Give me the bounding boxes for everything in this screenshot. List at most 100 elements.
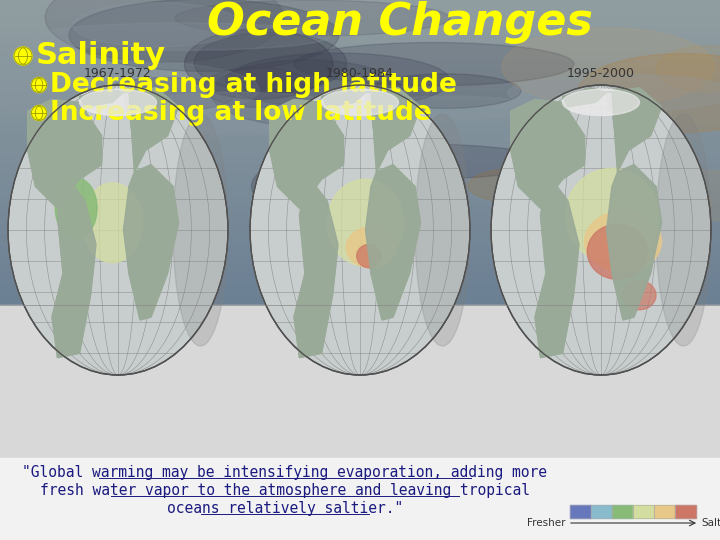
Ellipse shape: [0, 60, 259, 119]
Ellipse shape: [251, 149, 466, 224]
Ellipse shape: [588, 224, 648, 279]
Ellipse shape: [415, 114, 470, 346]
Text: Increasing at low latitude: Increasing at low latitude: [50, 100, 432, 126]
Ellipse shape: [294, 43, 574, 86]
Polygon shape: [294, 179, 338, 357]
Ellipse shape: [292, 144, 548, 179]
Text: Decreasing at high latitude: Decreasing at high latitude: [50, 72, 457, 98]
Polygon shape: [535, 179, 579, 357]
Polygon shape: [124, 88, 179, 172]
Bar: [591, 505, 612, 518]
Ellipse shape: [34, 23, 330, 50]
Ellipse shape: [124, 92, 354, 134]
Ellipse shape: [356, 245, 381, 268]
Ellipse shape: [8, 85, 228, 375]
Polygon shape: [606, 88, 662, 172]
Ellipse shape: [508, 74, 720, 111]
Polygon shape: [366, 88, 420, 172]
Ellipse shape: [82, 183, 143, 262]
Bar: [570, 505, 591, 518]
Polygon shape: [562, 88, 606, 107]
Ellipse shape: [657, 45, 720, 92]
Polygon shape: [606, 88, 662, 172]
Polygon shape: [124, 88, 179, 172]
Ellipse shape: [584, 170, 720, 222]
Ellipse shape: [225, 53, 450, 109]
Ellipse shape: [45, 0, 284, 62]
Bar: [570, 505, 591, 518]
Polygon shape: [606, 165, 662, 320]
Polygon shape: [52, 179, 96, 357]
Bar: [675, 505, 696, 518]
Text: 1980-1984: 1980-1984: [326, 67, 394, 80]
Ellipse shape: [521, 170, 710, 236]
Text: Ocean Changes: Ocean Changes: [207, 1, 593, 44]
Polygon shape: [366, 88, 420, 172]
Ellipse shape: [29, 131, 194, 201]
Polygon shape: [366, 88, 387, 111]
Polygon shape: [28, 99, 102, 208]
Polygon shape: [606, 165, 662, 320]
Ellipse shape: [69, 0, 339, 71]
Ellipse shape: [211, 60, 403, 126]
Polygon shape: [28, 99, 102, 208]
Bar: [591, 505, 612, 518]
Ellipse shape: [565, 168, 659, 262]
Polygon shape: [270, 99, 343, 208]
Ellipse shape: [585, 211, 662, 272]
Ellipse shape: [73, 3, 241, 47]
Text: Fresher: Fresher: [528, 518, 566, 528]
Polygon shape: [294, 179, 338, 357]
Ellipse shape: [491, 85, 711, 375]
Ellipse shape: [366, 96, 535, 119]
Ellipse shape: [468, 168, 578, 204]
Ellipse shape: [656, 114, 711, 346]
Ellipse shape: [79, 89, 156, 116]
Ellipse shape: [14, 47, 32, 65]
Polygon shape: [535, 179, 579, 357]
Bar: [633, 505, 654, 518]
Polygon shape: [79, 88, 124, 107]
Text: Saltier: Saltier: [701, 518, 720, 528]
Polygon shape: [322, 88, 366, 107]
Ellipse shape: [32, 78, 47, 92]
Polygon shape: [562, 88, 606, 107]
Text: oceans relatively saltier.": oceans relatively saltier.": [167, 501, 403, 516]
Ellipse shape: [562, 89, 639, 116]
Text: 1967-1972: 1967-1972: [84, 67, 152, 80]
Ellipse shape: [322, 89, 398, 116]
Bar: [0, 458, 720, 540]
Bar: [675, 505, 696, 518]
Bar: [654, 505, 675, 518]
Polygon shape: [510, 99, 585, 208]
Ellipse shape: [194, 32, 346, 93]
Ellipse shape: [310, 152, 449, 219]
Text: "Global warming may be intensifying evaporation, adding more: "Global warming may be intensifying evap…: [22, 464, 547, 480]
Bar: [612, 505, 633, 518]
Ellipse shape: [55, 178, 97, 239]
Bar: [633, 505, 654, 518]
Text: fresh water vapor to the atmosphere and leaving tropical: fresh water vapor to the atmosphere and …: [40, 483, 530, 497]
Polygon shape: [606, 88, 629, 111]
Bar: [654, 505, 675, 518]
Polygon shape: [124, 165, 179, 320]
Ellipse shape: [562, 89, 639, 116]
Text: Salinity: Salinity: [36, 42, 166, 71]
Ellipse shape: [173, 114, 228, 346]
Ellipse shape: [370, 74, 521, 109]
Ellipse shape: [322, 89, 398, 116]
Ellipse shape: [32, 105, 47, 120]
Polygon shape: [124, 88, 145, 111]
Ellipse shape: [250, 85, 470, 375]
Bar: [0, 305, 720, 540]
Ellipse shape: [79, 89, 156, 116]
Ellipse shape: [175, 0, 450, 36]
Ellipse shape: [544, 121, 695, 193]
Polygon shape: [366, 165, 420, 320]
Ellipse shape: [101, 77, 235, 112]
Ellipse shape: [561, 141, 678, 182]
Ellipse shape: [346, 227, 396, 268]
Polygon shape: [322, 88, 366, 107]
Ellipse shape: [577, 53, 720, 132]
Polygon shape: [52, 179, 96, 357]
